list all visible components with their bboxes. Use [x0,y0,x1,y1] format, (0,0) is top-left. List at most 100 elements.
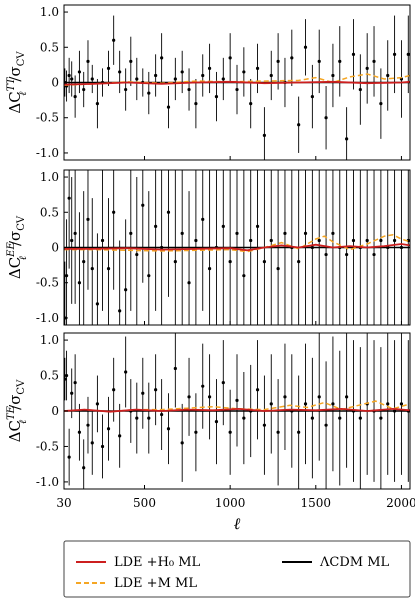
data-point [392,238,397,243]
data-point [338,59,342,63]
y-tick-label: 0.5 [40,40,59,54]
data-point [276,59,280,63]
data-point [297,123,301,127]
x-tick-label: 500 [133,496,156,510]
data-point [235,87,239,92]
data-point [255,66,260,71]
data-point [67,455,71,459]
data-point [70,238,74,243]
data-point [100,444,105,449]
data-point [317,238,321,243]
data-point [365,238,369,243]
plot-area [64,15,410,160]
data-point [154,388,158,392]
data-point [166,427,171,431]
data-point [242,70,246,74]
data-point [228,259,232,264]
y-tick-label: 1.0 [40,333,59,347]
data-point [95,302,100,306]
plot-area [64,170,410,325]
data-point [166,210,171,214]
curve-lde_h0 [64,407,410,413]
data-point [67,196,71,200]
data-point [118,309,122,313]
data-point [73,94,77,99]
y-label-subscript: ℓ [18,420,29,424]
data-point [386,402,390,406]
y-label-subscript: ℓ [18,92,29,96]
data-point [379,238,383,243]
data-point [129,231,133,236]
data-point [310,94,314,99]
data-point [221,381,225,385]
data-point [379,102,383,106]
data-point [77,281,82,285]
panel-ee: 1.0 0.5 0 -0.5 -1.0 ΔCEEℓ/σCV [6,169,411,326]
data-point [160,56,164,60]
data-point [112,210,116,214]
data-point [297,430,301,434]
y-label-tail: /σ [6,231,24,246]
y-tick-label: -1.0 [36,146,59,160]
data-point [154,224,158,228]
y-label-subscript: ℓ [18,256,29,260]
data-point [194,102,198,106]
legend-item-lde_m: LDE +M ML [76,576,197,591]
data-point [86,423,90,427]
data-point [173,259,177,264]
y-tick-label: -1.0 [36,311,59,325]
data-point [106,66,111,71]
data-point [262,259,267,264]
data-point [345,137,349,141]
data-point [124,370,128,374]
data-point [242,274,246,278]
data-point [70,77,74,81]
data-point [255,388,260,392]
data-point [180,70,184,74]
data-point [112,38,116,42]
data-point [242,416,246,420]
data-point [324,252,328,257]
y-tick-label: 0.5 [40,205,59,219]
data-point [235,231,239,236]
data-point [90,267,94,271]
data-point [135,252,139,257]
data-point [187,395,191,399]
data-point [124,288,128,292]
y-tick-label: 0 [51,76,59,90]
data-point [67,73,71,78]
data-point [228,56,232,60]
data-point [141,203,145,207]
data-point [351,52,356,56]
data-point [303,45,308,49]
data-point [214,94,219,99]
data-point [276,267,280,271]
data-point [201,217,205,221]
y-tick-label: 0 [51,404,59,418]
data-point [221,224,225,228]
data-point [173,366,177,371]
data-point [100,238,105,243]
data-point [180,231,184,236]
data-point [95,102,100,106]
data-point [187,87,191,92]
y-label-superscript: TT [6,76,17,91]
data-point [147,274,151,278]
y-label-main: ΔC [6,91,24,113]
data-point [255,224,260,228]
legend-label: LDE +M ML [114,576,197,591]
curve-lde_h0 [64,243,410,252]
data-point [283,395,287,399]
y-label-tail: /σ [6,66,24,81]
data-point [317,59,321,63]
data-point [392,52,397,56]
data-point [365,66,369,71]
y-label-tail: /σ [6,395,24,410]
data-point [82,259,86,264]
data-point [310,416,314,420]
y-tick-label: -0.5 [36,439,59,453]
data-point [207,395,212,399]
data-point [303,402,308,406]
data-point [154,73,158,78]
